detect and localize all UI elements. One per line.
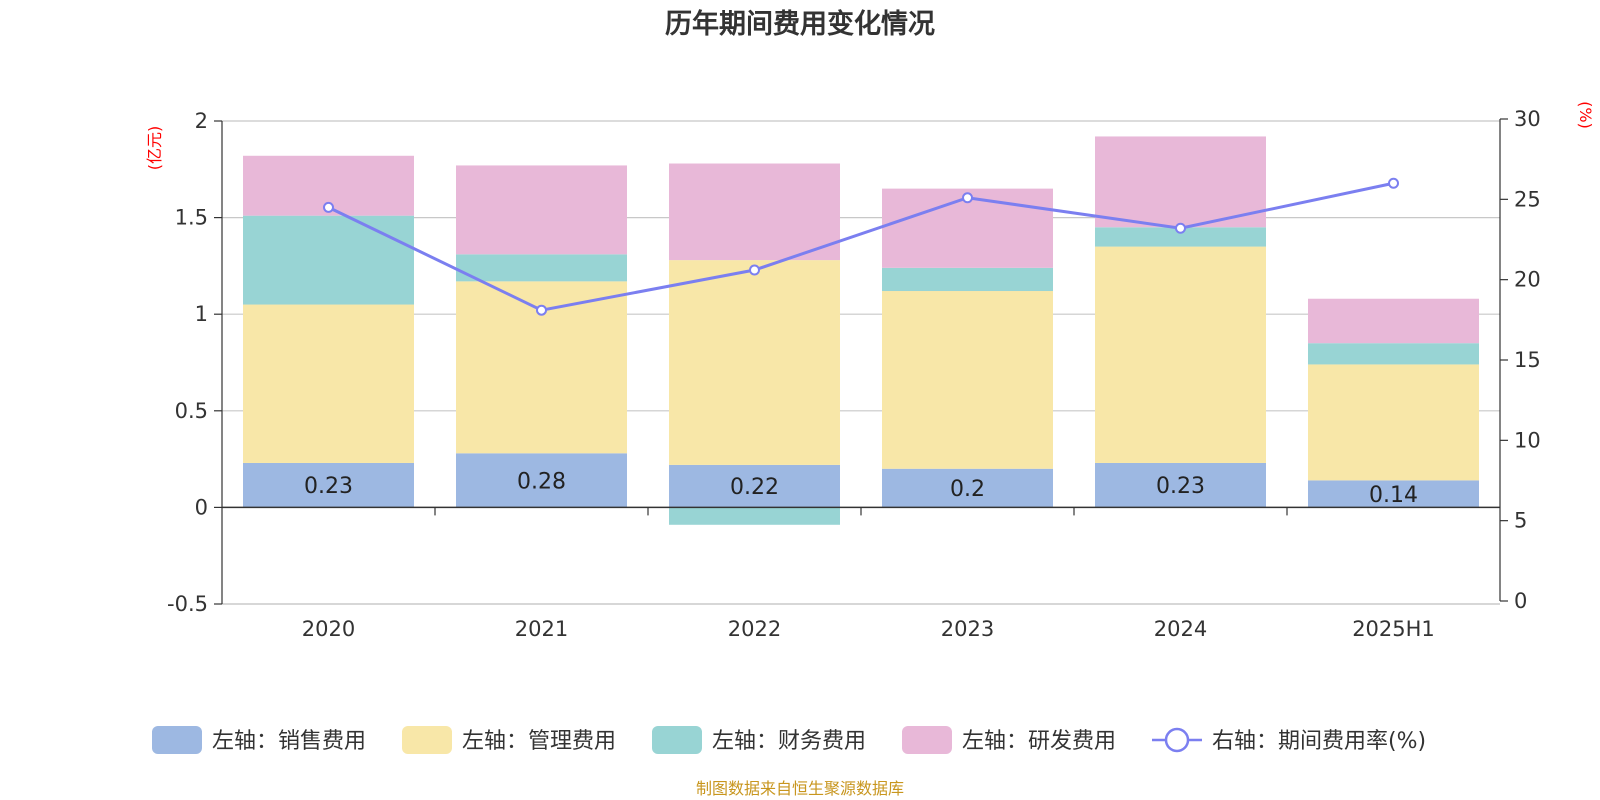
bar-1-2025H1 (1308, 480, 1479, 508)
bar-1-2021 (456, 453, 627, 508)
right-tick-label: 5 (1514, 509, 1527, 533)
bar-1-2024 (1095, 462, 1266, 508)
legend-swatch-1 (152, 726, 202, 754)
category-label-2024: 2024 (1154, 617, 1207, 641)
right-tick-label: 30 (1514, 107, 1541, 131)
category-label-2023: 2023 (941, 617, 994, 641)
bar-series (243, 136, 1479, 525)
rate-point-2024 (1175, 222, 1186, 234)
bar-2-2020 (243, 304, 414, 463)
legend-label-4: 左轴：研发费用 (962, 729, 1116, 754)
bar-3-2022 (669, 507, 840, 525)
legend-circle-marker (1164, 727, 1190, 753)
data-label-2024: 0.23 (1156, 474, 1205, 499)
bar-1-2020 (243, 462, 414, 508)
bar-2-2023 (882, 291, 1053, 469)
data-labels: 0.23 0.28 0.22 0.2 0.23 0.14 (304, 469, 1418, 508)
bar-3-2023 (882, 267, 1053, 292)
legend-swatch-2 (402, 726, 452, 754)
rate-point-2021 (536, 304, 547, 316)
rate-line (327, 181, 1394, 312)
category-label-2020: 2020 (302, 617, 355, 641)
bar-4-2022 (669, 163, 840, 261)
left-tick-label: 1 (195, 302, 208, 326)
left-tick-label: 0 (195, 495, 208, 519)
rate-point-2023 (962, 192, 973, 204)
left-axis-unit: (亿元) (145, 126, 164, 171)
legend-label-1: 左轴：销售费用 (212, 729, 366, 754)
bar-4-2021 (456, 165, 627, 255)
bar-2-2025H1 (1308, 364, 1479, 481)
bar-4-2024 (1095, 136, 1266, 228)
right-tick-label: 15 (1514, 348, 1541, 372)
chart-title: 历年期间费用变化情况 (665, 8, 935, 40)
data-label-2025H1: 0.14 (1369, 483, 1418, 508)
bar-1-2022 (669, 464, 840, 508)
grid-lines (222, 120, 1500, 605)
rate-point-2022 (749, 264, 760, 276)
right-tick-label: 10 (1514, 428, 1541, 452)
legend-label-2: 左轴：管理费用 (462, 729, 616, 754)
bar-4-2025H1 (1308, 298, 1479, 344)
bar-1-2023 (882, 468, 1053, 508)
left-tick-label: -0.5 (167, 592, 208, 616)
bar-3-2020 (243, 215, 414, 305)
category-label-2025H1: 2025H1 (1352, 617, 1435, 641)
category-label-2022: 2022 (728, 617, 781, 641)
bar-2-2024 (1095, 246, 1266, 463)
category-label-2021: 2021 (515, 617, 568, 641)
right-axis-unit: (%) (1576, 101, 1595, 129)
rate-point-2025H1 (1388, 177, 1399, 189)
legend-swatch-4 (902, 726, 952, 754)
legend: 左轴：销售费用 左轴：管理费用 左轴：财务费用 左轴：研发费用 右轴：期间费用率(%) (152, 726, 1426, 754)
bar-3-2021 (456, 254, 627, 282)
legend-label-3: 左轴：财务费用 (712, 729, 866, 754)
line-series (323, 177, 1399, 316)
left-tick-label: 1.5 (175, 206, 208, 230)
bar-3-2025H1 (1308, 343, 1479, 365)
data-label-2023: 0.2 (950, 477, 985, 502)
data-label-2021: 0.28 (517, 469, 566, 494)
right-tick-label: 25 (1514, 187, 1541, 211)
legend-label-5: 右轴：期间费用率(%) (1212, 729, 1426, 754)
bar-2-2022 (669, 260, 840, 465)
legend-swatch-3 (652, 726, 702, 754)
left-tick-label: 0.5 (175, 399, 208, 423)
data-label-2022: 0.22 (730, 475, 779, 500)
bar-3-2024 (1095, 227, 1266, 247)
right-tick-label: 0 (1514, 589, 1527, 613)
rate-point-2020 (323, 201, 334, 213)
left-tick-label: 2 (195, 109, 208, 133)
right-tick-label: 20 (1514, 268, 1541, 292)
source-note: 制图数据来自恒生聚源数据库 (696, 779, 904, 798)
data-label-2020: 0.23 (304, 474, 353, 499)
